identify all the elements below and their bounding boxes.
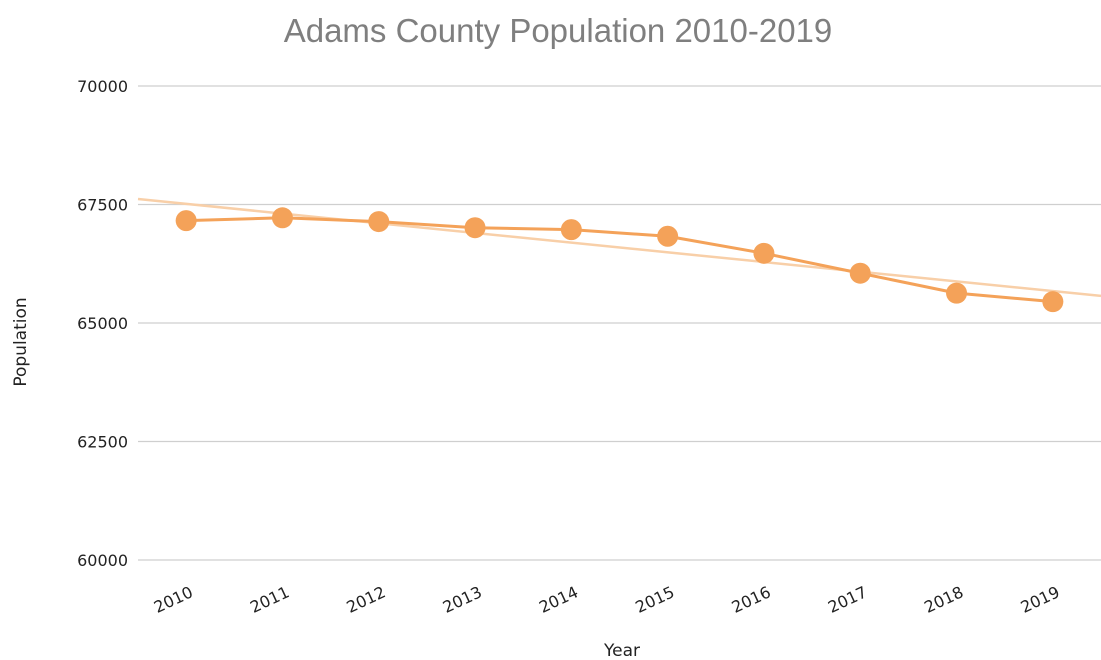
x-tick-label: 2011 [247, 582, 292, 616]
data-point [368, 211, 390, 233]
x-tick-label: 2014 [536, 582, 581, 616]
data-points [175, 207, 1064, 313]
x-tick-label: 2016 [729, 582, 774, 616]
gridlines [138, 85, 1101, 561]
y-tick-label: 60000 [77, 551, 128, 570]
data-point [753, 242, 775, 264]
x-axis-ticks: 2010 2011 2012 2013 2014 2015 2016 2017 2018 2019 [151, 582, 1063, 616]
data-point [560, 219, 582, 241]
y-tick-label: 62500 [77, 433, 128, 452]
series-line [186, 216, 1053, 304]
y-axis-label: Population [11, 297, 31, 386]
data-point [1042, 291, 1064, 313]
data-point [175, 210, 197, 232]
x-tick-label: 2012 [344, 582, 389, 616]
x-tick-label: 2017 [825, 582, 870, 616]
x-tick-label: 2013 [440, 582, 485, 616]
data-point [271, 207, 293, 229]
x-tick-label: 2019 [1018, 582, 1063, 616]
x-tick-label: 2010 [151, 582, 196, 616]
data-point [464, 217, 486, 239]
chart-title: Adams County Population 2010-2019 [284, 12, 833, 49]
y-tick-label: 70000 [77, 77, 128, 96]
x-axis-label: Year [603, 641, 640, 660]
data-point [657, 225, 679, 247]
trendline [137, 197, 1101, 298]
data-point [946, 282, 968, 304]
x-tick-label: 2018 [921, 582, 966, 616]
x-tick-label: 2015 [632, 582, 677, 616]
y-axis-ticks: 60000 62500 65000 67500 70000 [77, 77, 128, 570]
data-point [849, 262, 871, 284]
y-tick-label: 67500 [77, 196, 128, 215]
y-tick-label: 65000 [77, 314, 128, 333]
